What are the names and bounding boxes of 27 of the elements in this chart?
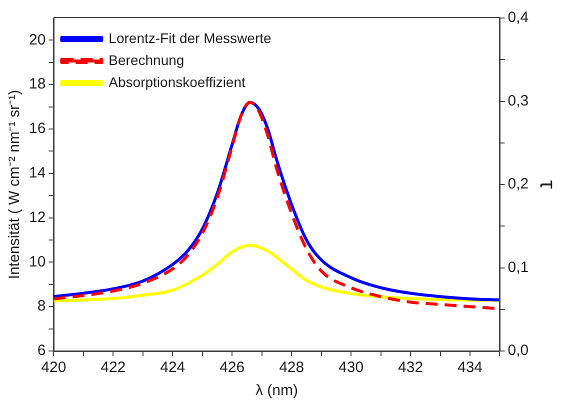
x-tick-label: 434 bbox=[457, 359, 483, 376]
y-tick-label: 10 bbox=[28, 253, 46, 270]
y-tick-label: 12 bbox=[28, 208, 46, 226]
x-tick-label: 432 bbox=[398, 359, 424, 376]
x-tick-label: 420 bbox=[41, 359, 66, 376]
y-tick-label: 14 bbox=[28, 164, 46, 182]
x-tick-label: 426 bbox=[220, 359, 245, 376]
y-axis-title: Intensität ( W cm⁻² nm⁻¹ sr⁻¹) bbox=[6, 90, 24, 280]
y2-tick-label: 0,1 bbox=[508, 258, 529, 276]
x-tick-label: 422 bbox=[100, 359, 126, 376]
y2-axis-title: τ bbox=[536, 180, 561, 190]
y-tick-label: 8 bbox=[37, 298, 46, 315]
y2-tick-label: 0,2 bbox=[508, 176, 529, 193]
x-tick-label: 428 bbox=[279, 359, 304, 376]
legend-label: Berechnung bbox=[108, 52, 184, 68]
x-tick-label: 424 bbox=[160, 359, 186, 376]
x-axis-title: λ (nm) bbox=[255, 382, 298, 400]
legend-label: Lorentz-Fit der Messwerte bbox=[108, 30, 272, 46]
y2-tick-label: 0,4 bbox=[508, 9, 529, 26]
y2-tick-label: 0,0 bbox=[508, 342, 529, 360]
y2-tick-label: 0,3 bbox=[508, 92, 529, 110]
legend-label: Absorptionskoeffizient bbox=[108, 74, 246, 90]
y-tick-label: 18 bbox=[28, 76, 46, 93]
y-tick-label: 6 bbox=[37, 342, 46, 360]
y-tick-label: 20 bbox=[28, 31, 46, 48]
y-tick-label: 16 bbox=[28, 120, 46, 138]
x-tick-label: 430 bbox=[338, 359, 364, 376]
